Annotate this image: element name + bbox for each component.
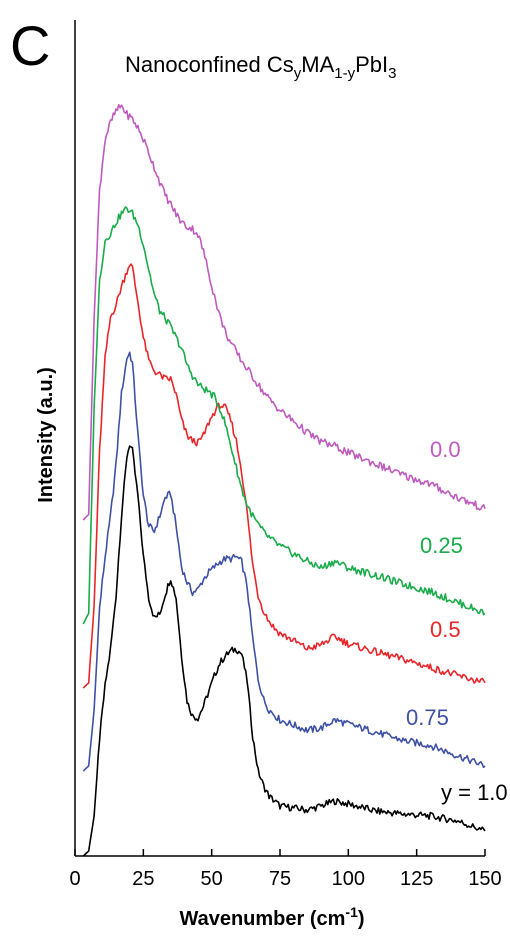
series-label-0: y = 1.0 bbox=[441, 780, 508, 805]
chart-title-part-2: MA bbox=[301, 52, 334, 77]
series-line-4 bbox=[82, 103, 486, 521]
x-axis-title-main: Wavenumber (cm bbox=[179, 908, 345, 930]
x-axis-title-sup: -1 bbox=[345, 904, 358, 920]
x-tick-label-0: 0 bbox=[69, 868, 80, 890]
series-label-4: 0.0 bbox=[430, 437, 461, 462]
series-line-1 bbox=[82, 351, 486, 772]
x-tick-label-100: 100 bbox=[332, 868, 365, 890]
chart-title-part-1: y bbox=[294, 65, 302, 82]
series-line-2 bbox=[82, 263, 486, 689]
series-layer: y = 1.0 0.75 0.5 0.25 0.0 bbox=[82, 103, 508, 857]
axes-layer: 0 25 50 75 100 125 150 bbox=[69, 20, 502, 890]
x-axis-title-end: ) bbox=[358, 908, 365, 930]
panel-letter: C bbox=[10, 14, 51, 77]
x-tick-label-25: 25 bbox=[132, 868, 154, 890]
x-tick-label-50: 50 bbox=[201, 868, 223, 890]
series-line-0 bbox=[82, 445, 486, 857]
chart-title-part-5: 3 bbox=[388, 65, 396, 82]
chart-title-part-4: PbI bbox=[355, 52, 388, 77]
chart-title-part-3: 1-y bbox=[334, 65, 355, 82]
chart-title: Nanoconfined CsyMA1-yPbI3 bbox=[125, 52, 397, 82]
series-label-1: 0.75 bbox=[406, 705, 449, 730]
x-tick-label-75: 75 bbox=[269, 868, 291, 890]
x-axis-title: Wavenumber (cm-1) bbox=[179, 904, 364, 930]
x-tick-label-125: 125 bbox=[400, 868, 433, 890]
series-label-3: 0.25 bbox=[420, 533, 463, 558]
series-label-2: 0.5 bbox=[430, 617, 461, 642]
series-line-3 bbox=[82, 206, 486, 625]
x-tick-label-150: 150 bbox=[468, 868, 501, 890]
chart-title-part-0: Nanoconfined Cs bbox=[125, 52, 294, 77]
y-axis-title: Intensity (a.u.) bbox=[35, 367, 57, 503]
